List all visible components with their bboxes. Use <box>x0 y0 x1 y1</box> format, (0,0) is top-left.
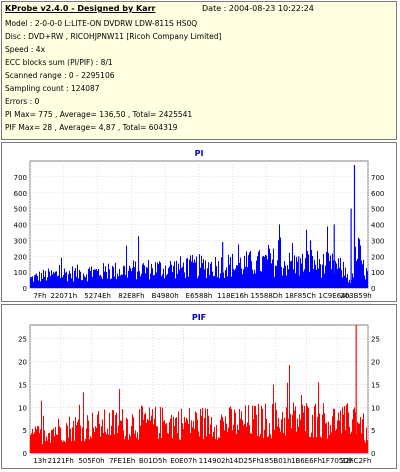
pif-stats-line: PIF Max= 28 , Average= 4,87 , Total= 604… <box>5 123 178 132</box>
scan-date: Date : 2004-08-23 10:22:24 <box>202 4 314 13</box>
y-tick-label: 0 <box>23 450 27 458</box>
x-tick-label: 118E16h <box>217 292 248 300</box>
pi-chart-panel: PI 0 0 100 100 200 200 300 300 400 400 500 500 600 600… <box>1 142 397 302</box>
x-tick-label: 505F0h <box>78 457 104 465</box>
y-tick-label: 700 <box>14 174 27 182</box>
pi-stats-line: PI Max= 775 , Average= 136,50 , Total= 2… <box>5 110 193 119</box>
model-line: Model : 2-0-0-0 L:LITE-ON DVDRW LDW-811S… <box>5 19 198 28</box>
x-tick-label: B01D5h <box>139 457 167 465</box>
x-tick-label: B4980h <box>152 292 179 300</box>
y-tick-label: 500 <box>14 206 27 214</box>
x-tick-label: 7Fh <box>34 292 47 300</box>
y-tick-label-right: 100 <box>371 269 384 277</box>
x-tick-label: 5274Eh <box>84 292 111 300</box>
errors-line: Errors : 0 <box>5 97 40 106</box>
y-tick-label: 600 <box>14 190 27 198</box>
x-tick-label: 22071h <box>50 292 77 300</box>
y-tick-label-right: 600 <box>371 190 384 198</box>
series-bars <box>30 364 368 453</box>
y-tick-label-right: 0 <box>371 450 375 458</box>
y-tick-label-right: 700 <box>371 174 384 182</box>
y-tick-label-right: 200 <box>371 253 384 261</box>
y-tick-label: 20 <box>18 359 27 367</box>
x-tick-label: 1F705Dh <box>321 457 353 465</box>
x-tick-label: 82E8Fh <box>118 292 144 300</box>
y-tick-label-right: 15 <box>371 381 380 389</box>
sampling-line: Sampling count : 124087 <box>5 84 100 93</box>
y-tick-label-right: 20 <box>371 359 380 367</box>
y-tick-label-right: 400 <box>371 222 384 230</box>
x-tick-label: 2121Fh <box>48 457 74 465</box>
y-tick-label-right: 10 <box>371 404 380 412</box>
x-tick-label: 114902h <box>199 457 230 465</box>
y-tick-label: 400 <box>14 222 27 230</box>
y-tick-label: 10 <box>18 404 27 412</box>
disc-line: Disc : DVD+RW , RICOHJPNW11 [Ricoh Compa… <box>5 32 222 41</box>
y-tick-label-right: 500 <box>371 206 384 214</box>
x-tick-label: 185B01h <box>260 457 292 465</box>
x-tick-label: 203B59h <box>340 292 372 300</box>
x-tick-label: 14D25Fh <box>229 457 261 465</box>
x-tick-label: E6588h <box>186 292 213 300</box>
y-tick-label: 25 <box>18 336 27 344</box>
x-tick-label: 1C9E64h <box>318 292 350 300</box>
y-tick-label: 300 <box>14 237 27 245</box>
pif-chart-panel: PIF 0 0 5 5 10 10 15 15 20 20 25 25 13h 2121Fh 505F0h 7F… <box>1 304 397 469</box>
y-tick-label: 100 <box>14 269 27 277</box>
y-tick-label-right: 300 <box>371 237 384 245</box>
x-tick-label: 15588Dh <box>251 292 283 300</box>
info-panel: KProbe v2.4.0 - Designed by Karr Date : … <box>1 1 397 140</box>
chart-title: PI <box>195 149 204 158</box>
y-tick-label: 200 <box>14 253 27 261</box>
x-tick-label: 7FE1Eh <box>109 457 135 465</box>
pif-chart: PIF 0 0 5 5 10 10 15 15 20 20 25 25 13h 2121Fh 505F0h 7F… <box>18 313 380 465</box>
y-tick-label: 15 <box>18 381 27 389</box>
app-title: KProbe v2.4.0 - Designed by Karr <box>5 4 156 13</box>
range-line: Scanned range : 0 - 2295106 <box>5 71 115 80</box>
pi-chart: PI 0 0 100 100 200 200 300 300 400 400 500 500 600 600… <box>14 149 385 300</box>
y-tick-label-right: 0 <box>371 285 375 293</box>
speed-line: Speed : 4x <box>5 45 46 54</box>
x-tick-label: 22FC2Fh <box>341 457 372 465</box>
chart-title: PIF <box>192 313 206 322</box>
y-tick-label-right: 5 <box>371 427 375 435</box>
ecc-line: ECC blocks sum (PI/PIF) : 8/1 <box>5 58 113 67</box>
y-tick-label: 5 <box>23 427 27 435</box>
x-tick-label: E0E07h <box>170 457 197 465</box>
x-tick-label: 1B6E6Fh <box>291 457 322 465</box>
y-tick-label-right: 25 <box>371 336 380 344</box>
x-tick-label: 18F85Ch <box>285 292 316 300</box>
y-tick-label: 0 <box>23 285 27 293</box>
series-bars <box>30 224 368 288</box>
x-tick-label: 13h <box>33 457 46 465</box>
